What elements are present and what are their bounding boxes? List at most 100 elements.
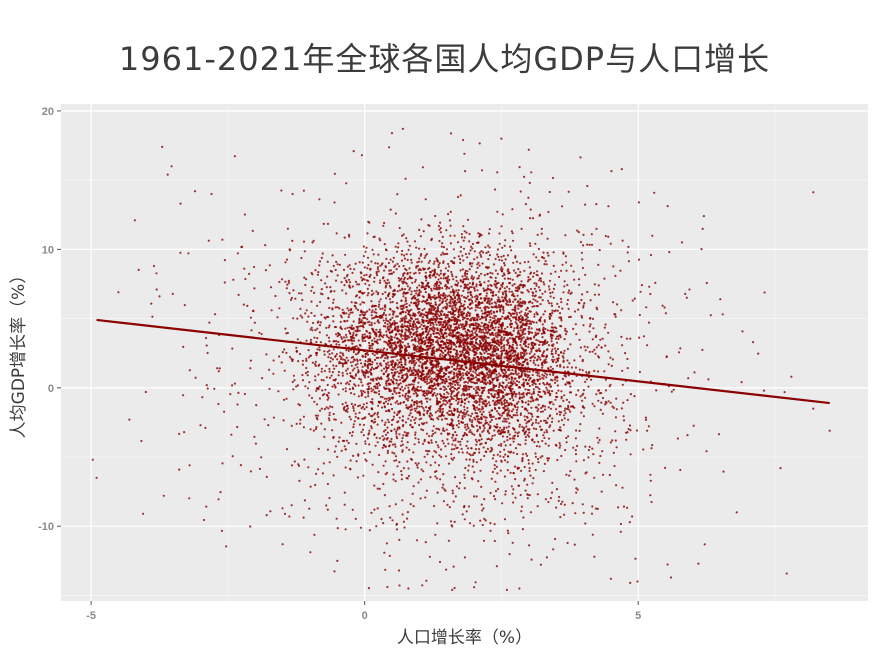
data-point xyxy=(424,381,427,384)
data-point xyxy=(449,384,452,387)
data-point xyxy=(389,403,393,406)
data-point xyxy=(448,304,451,307)
data-point xyxy=(482,349,485,352)
data-point xyxy=(511,343,514,346)
data-point xyxy=(395,522,398,525)
data-point xyxy=(572,446,575,449)
data-point xyxy=(455,326,458,329)
data-point xyxy=(375,366,379,369)
data-point xyxy=(360,369,364,372)
data-point xyxy=(511,393,514,396)
data-point xyxy=(451,433,454,436)
data-point xyxy=(379,307,382,311)
data-point xyxy=(451,304,454,307)
data-point xyxy=(370,363,374,366)
data-point xyxy=(467,414,470,417)
data-point xyxy=(517,443,520,446)
data-point xyxy=(486,266,489,269)
data-point xyxy=(497,320,500,323)
data-point xyxy=(377,390,381,393)
data-point xyxy=(394,368,397,371)
data-point xyxy=(447,539,450,542)
data-point xyxy=(541,340,544,344)
data-point xyxy=(328,324,331,327)
data-point xyxy=(542,381,545,385)
data-point xyxy=(571,379,574,382)
data-point xyxy=(414,433,417,436)
data-point xyxy=(464,426,467,429)
data-point xyxy=(486,352,489,355)
data-point xyxy=(525,352,528,355)
data-point xyxy=(389,301,392,304)
data-point xyxy=(435,303,438,306)
data-point xyxy=(612,451,615,454)
data-point xyxy=(487,336,490,339)
data-point xyxy=(548,190,551,194)
data-point xyxy=(588,350,591,353)
data-point xyxy=(516,354,519,357)
data-point xyxy=(450,270,453,274)
data-point xyxy=(558,316,561,319)
data-point xyxy=(534,331,537,334)
data-point xyxy=(527,290,530,293)
data-point xyxy=(461,368,464,371)
data-point xyxy=(380,364,383,367)
data-point xyxy=(361,324,365,327)
data-point xyxy=(290,464,294,467)
data-point xyxy=(350,324,354,327)
data-point xyxy=(466,256,469,259)
data-point xyxy=(352,360,355,363)
data-point xyxy=(584,445,587,448)
data-point xyxy=(440,418,444,421)
data-point xyxy=(494,349,497,353)
data-point xyxy=(424,397,427,400)
data-point xyxy=(317,388,320,391)
data-point xyxy=(295,385,298,388)
data-point xyxy=(411,387,414,390)
data-point xyxy=(460,437,464,441)
data-point xyxy=(428,310,431,313)
data-point xyxy=(352,425,355,429)
data-point xyxy=(427,261,430,264)
data-point xyxy=(537,286,541,289)
data-point xyxy=(574,512,577,515)
data-point xyxy=(354,280,358,283)
data-point xyxy=(629,429,632,432)
data-point xyxy=(519,353,523,356)
data-point xyxy=(593,283,596,286)
data-point xyxy=(397,246,400,249)
data-point xyxy=(327,326,330,329)
data-point xyxy=(557,305,561,308)
data-point xyxy=(526,358,529,361)
data-point xyxy=(455,351,458,354)
data-point xyxy=(480,169,484,172)
data-point xyxy=(298,292,301,295)
data-point xyxy=(346,407,350,410)
data-point xyxy=(326,482,329,486)
data-point xyxy=(458,340,461,343)
data-point xyxy=(579,346,583,349)
data-point xyxy=(446,316,449,319)
data-point xyxy=(395,268,398,271)
data-point xyxy=(496,298,499,302)
data-point xyxy=(412,366,415,369)
data-point xyxy=(401,282,405,285)
data-point xyxy=(527,400,530,403)
data-point xyxy=(666,563,669,566)
data-point xyxy=(584,349,587,352)
data-point xyxy=(387,261,390,265)
data-point xyxy=(476,295,479,299)
data-point xyxy=(308,381,311,384)
data-point xyxy=(316,327,319,330)
data-point xyxy=(413,403,416,406)
data-point xyxy=(459,261,462,264)
data-point xyxy=(569,405,573,408)
data-point xyxy=(488,432,491,435)
data-point xyxy=(467,400,470,403)
data-point xyxy=(428,408,431,411)
data-point xyxy=(516,285,520,288)
data-point xyxy=(372,367,375,371)
data-point xyxy=(537,364,540,367)
data-point xyxy=(515,344,519,347)
data-point xyxy=(381,396,384,399)
